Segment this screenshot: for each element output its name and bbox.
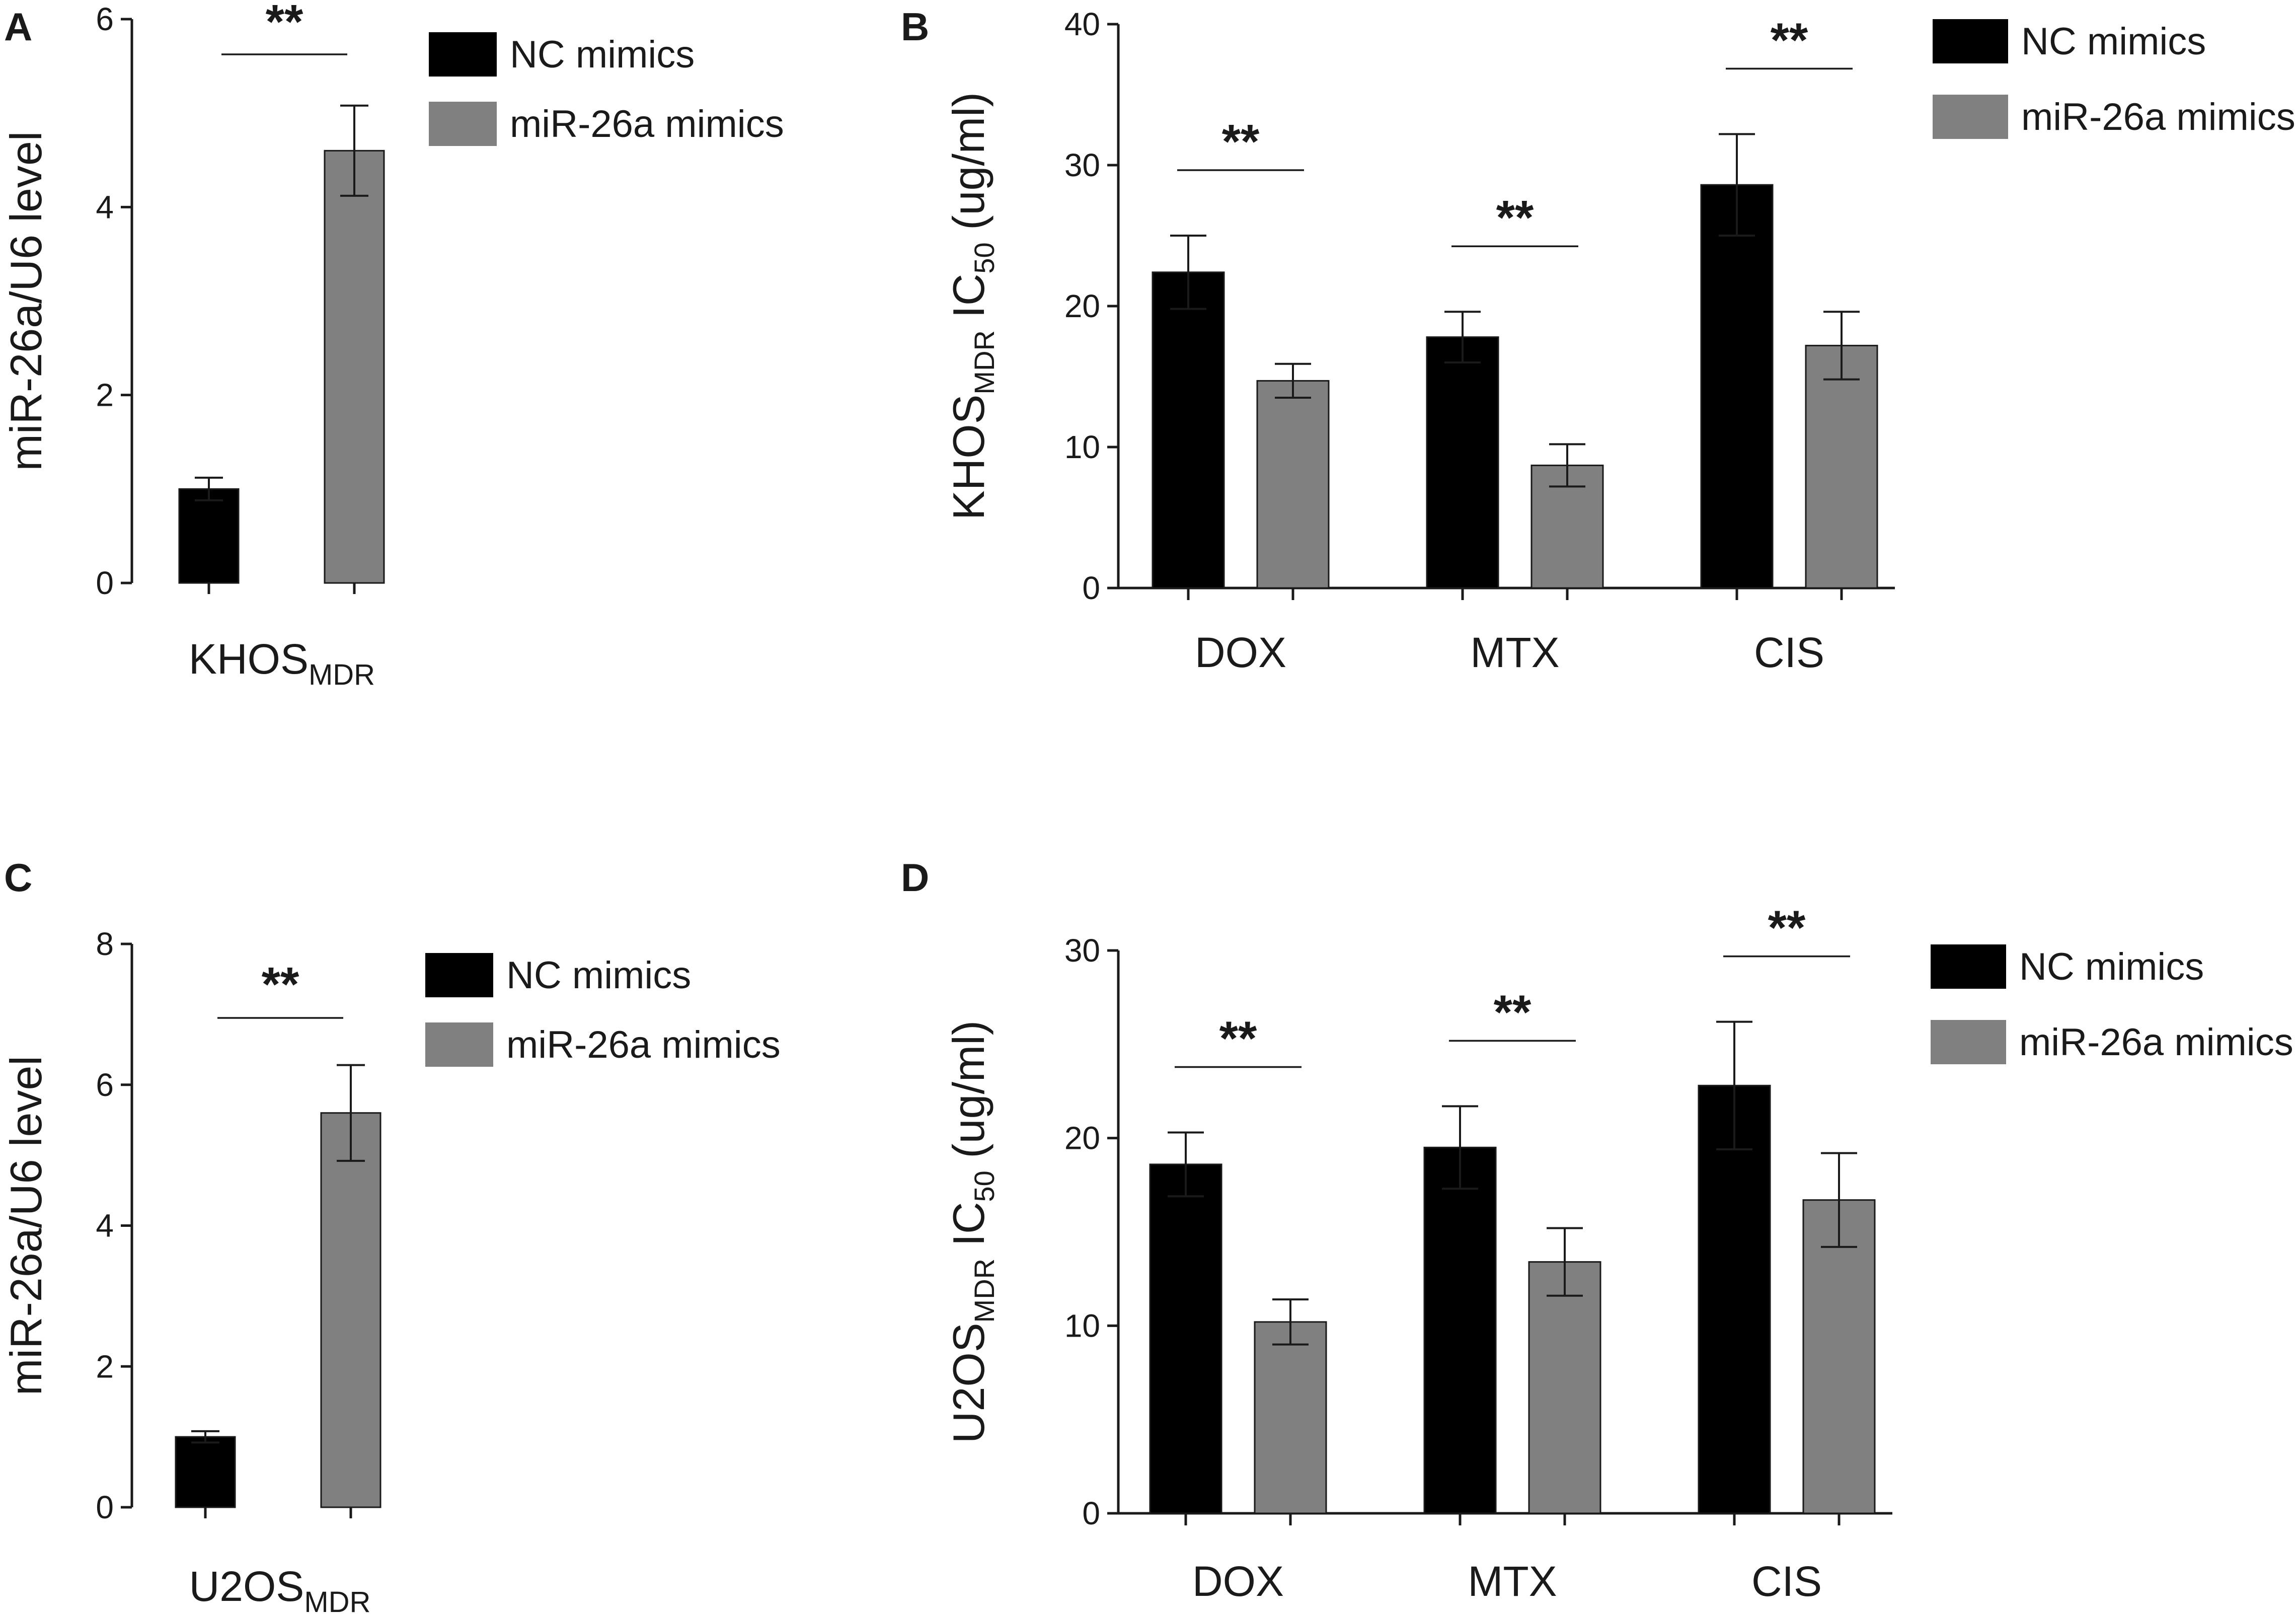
significance-label: ** xyxy=(262,958,299,1011)
legend-label: miR-26a mimics xyxy=(510,103,784,145)
y-tick-label: 30 xyxy=(1064,932,1100,969)
legend-label: NC mimics xyxy=(2021,20,2206,63)
legend: NC mimics miR-26a mimics xyxy=(1931,944,2293,1064)
x-category-label: CIS xyxy=(1754,629,1824,676)
x-category-label: MTX xyxy=(1470,629,1559,676)
y-tick-label: 2 xyxy=(96,377,114,413)
significance-label: ** xyxy=(1771,13,1808,67)
ylabel-part: IC xyxy=(944,1202,993,1258)
legend-swatch xyxy=(1931,944,2006,989)
bar-mir26a-mimics xyxy=(1528,1261,1601,1514)
legend-label: miR-26a mimics xyxy=(2021,96,2295,138)
y-axis-label: miR-26a/U6 level xyxy=(1,131,51,471)
ylabel-subscript: 50 xyxy=(968,1170,1000,1202)
ylabel-subscript: MDR xyxy=(968,330,1000,395)
y-tick-label: 0 xyxy=(1082,1495,1100,1531)
bar-mir26a-mimics xyxy=(1805,344,1878,589)
category-subscript: MDR xyxy=(309,658,375,691)
panel-letter: B xyxy=(901,5,929,49)
bar-nc-mimics xyxy=(1152,271,1225,589)
y-tick-label: 0 xyxy=(1082,570,1100,606)
bar-mir26a-mimics xyxy=(1256,380,1330,589)
category-subscript: MDR xyxy=(304,1586,370,1614)
y-tick-label: 6 xyxy=(96,1,114,37)
y-tick-label: 30 xyxy=(1064,147,1100,183)
bar-mir26a-mimics xyxy=(1254,1321,1327,1514)
panel-a: A 0 2 4 6 miR-26a/U6 level KHOSMDR ** NC mimics m… xyxy=(1,0,784,691)
y-tick-label: 4 xyxy=(96,189,114,225)
x-category-label: MTX xyxy=(1468,1558,1557,1605)
legend-swatch xyxy=(429,32,497,77)
bar-mir26a-mimics xyxy=(320,1112,381,1508)
y-tick-label: 20 xyxy=(1064,1120,1100,1156)
bar-mir26a-mimics xyxy=(1802,1199,1876,1514)
y-axis-label: KHOSMDR IC50 (ug/ml) xyxy=(944,92,1000,520)
panel-d: D 0 10 20 30 DOX ** MTX ** CIS ** U2OSMDR IC50 (ug/… xyxy=(901,855,2293,1605)
legend-swatch xyxy=(429,102,497,146)
y-tick-label: 20 xyxy=(1064,288,1100,324)
y-tick-label: 6 xyxy=(96,1067,114,1103)
panel-b: B 0 10 20 30 40 DOX ** MTX ** CIS ** KHOSMDR IC50 (u… xyxy=(901,5,2295,676)
legend-swatch xyxy=(1931,1020,2006,1064)
y-tick-label: 8 xyxy=(96,926,114,962)
category-main: KHOS xyxy=(189,635,309,683)
y-tick-label: 10 xyxy=(1064,429,1100,465)
legend-swatch xyxy=(425,1022,493,1067)
panel-letter: D xyxy=(901,855,929,900)
x-category-label: CIS xyxy=(1751,1558,1822,1605)
bar-mir26a-mimics xyxy=(324,150,385,584)
x-category-label: KHOSMDR xyxy=(189,635,375,691)
ylabel-part: KHOS xyxy=(944,395,993,520)
y-tick-label: 40 xyxy=(1064,6,1100,42)
y-tick-label: 2 xyxy=(96,1348,114,1384)
legend-swatch xyxy=(1933,95,2008,139)
bar-nc-mimics xyxy=(1149,1163,1222,1514)
legend-label: NC mimics xyxy=(2019,945,2204,988)
ylabel-subscript: 50 xyxy=(968,242,1000,273)
ylabel-part: (ug/ml) xyxy=(944,1020,993,1170)
legend-label: NC mimics xyxy=(506,954,691,997)
legend-label: miR-26a mimics xyxy=(2019,1021,2293,1064)
legend: NC mimics miR-26a mimics xyxy=(429,32,784,146)
ylabel-part: U2OS xyxy=(944,1323,993,1443)
legend: NC mimics miR-26a mimics xyxy=(425,953,781,1067)
bar-nc-mimics xyxy=(175,1436,236,1508)
y-axis-label: U2OSMDR IC50 (ug/ml) xyxy=(944,1020,1000,1443)
legend-swatch xyxy=(1933,19,2008,63)
legend-label: miR-26a mimics xyxy=(506,1023,781,1066)
significance-label: ** xyxy=(1768,901,1806,955)
y-tick-label: 10 xyxy=(1064,1307,1100,1344)
bar-nc-mimics xyxy=(178,488,240,584)
significance-label: ** xyxy=(266,0,303,49)
category-main: U2OS xyxy=(189,1563,304,1610)
panel-letter: A xyxy=(4,5,32,49)
ylabel-part: IC xyxy=(944,274,993,330)
y-axis-label: miR-26a/U6 level xyxy=(1,1056,51,1396)
y-tick-label: 0 xyxy=(96,565,114,601)
ylabel-part: (ug/ml) xyxy=(944,92,993,242)
x-category-label: DOX xyxy=(1192,1558,1284,1605)
x-category-label: DOX xyxy=(1195,629,1286,676)
significance-label: ** xyxy=(1496,191,1534,245)
bar-nc-mimics xyxy=(1700,184,1774,589)
bar-nc-mimics xyxy=(1426,336,1499,589)
panel-c: C 0 2 4 6 8 miR-26a/U6 level U2OSMDR ** NC mimics… xyxy=(1,855,781,1614)
significance-label: ** xyxy=(1494,985,1532,1039)
bar-nc-mimics xyxy=(1423,1146,1497,1514)
y-tick-label: 0 xyxy=(96,1489,114,1525)
significance-label: ** xyxy=(1219,1011,1257,1065)
panel-letter: C xyxy=(4,855,32,900)
bar-nc-mimics xyxy=(1698,1084,1771,1514)
y-tick-label: 4 xyxy=(96,1208,114,1244)
legend-label: NC mimics xyxy=(510,33,695,76)
legend: NC mimics miR-26a mimics xyxy=(1933,19,2295,139)
x-category-label: U2OSMDR xyxy=(189,1563,371,1614)
legend-swatch xyxy=(425,953,493,997)
significance-label: ** xyxy=(1222,115,1260,169)
ylabel-subscript: MDR xyxy=(968,1259,1000,1323)
